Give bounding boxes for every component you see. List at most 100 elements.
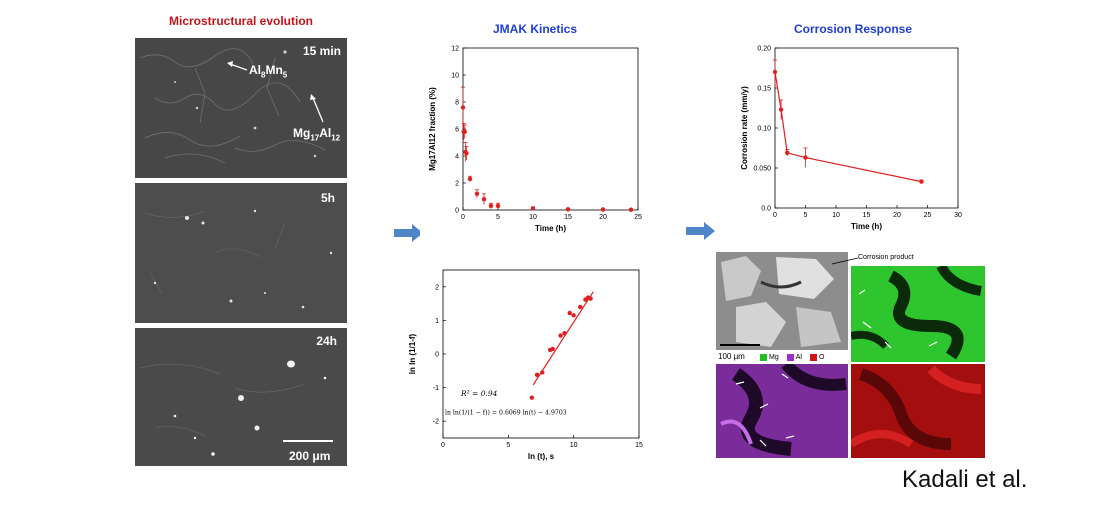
data-point [919, 179, 924, 184]
sem-time-label-5h: 5h [320, 191, 335, 205]
data-point [628, 207, 634, 212]
arrow-right-icon [394, 224, 423, 242]
almn-sub1: 8 [261, 70, 266, 80]
data-point [529, 395, 535, 400]
corrosion-chart: 0 5 10 15 20 25 30 0.0 0.050 0.10 0.15 0.20 Time (h)… [718, 38, 968, 243]
eds-sem-image [716, 252, 848, 350]
arrow-right-icon-2 [686, 222, 715, 240]
plot-frame [462, 47, 639, 211]
eds-legend: Mg Al O [760, 352, 824, 362]
y-tick-label: 0.20 [757, 46, 771, 53]
legend-o-swatch [809, 353, 817, 361]
legend-mg-label: Mg [769, 353, 779, 361]
sem-time-label-24h: 24h [316, 334, 337, 348]
data-point [462, 129, 467, 134]
plot-frame [774, 47, 959, 209]
phase-arrows [227, 61, 324, 123]
y-tick-label: 4 [455, 154, 459, 161]
sem-texture-24h [139, 360, 327, 456]
fit-equation: ln ln(1/(1 − f)) = 0.6069 ln(t) − 4.9703 [445, 409, 567, 416]
legend-mg: Mg [760, 353, 779, 361]
eds-al-map [716, 364, 848, 458]
eds-scale-bar-label: 100 μm [718, 352, 745, 361]
mgal-main: Mg [293, 126, 311, 140]
micro-title: Microstructural evolution [168, 14, 314, 28]
sem-image-24h: 24h 200 μm [135, 328, 347, 466]
data-point [588, 296, 593, 301]
x-tick-label: 0 [441, 442, 445, 449]
x-tick-label: 10 [529, 214, 537, 221]
mgal-sub1: 17 [310, 133, 320, 143]
sem-texture-5h [144, 209, 333, 309]
y-tick-label: 2 [455, 181, 459, 188]
data-point [571, 313, 576, 318]
sem-time-label-15min: 15 min [302, 44, 341, 58]
data-point [467, 176, 473, 182]
corrosion-product-label: Corrosion product [858, 254, 914, 261]
y-tick-label: -2 [433, 419, 439, 426]
y-tick-label: 10 [451, 73, 459, 80]
fit-line [532, 291, 594, 386]
corrosion-chart-svg: 0 5 10 15 20 25 30 0.0 0.050 0.10 0.15 0.20 Time (h)… [740, 46, 962, 232]
sem-image-5h: 5h [135, 183, 347, 323]
x-tick-label: 5 [804, 212, 808, 219]
x-tick-label: 25 [924, 212, 932, 219]
x-tick-label: 20 [893, 212, 901, 219]
legend-o-label: O [818, 353, 825, 361]
data-point [562, 330, 567, 336]
data-point [460, 105, 466, 110]
legend-al: Al [786, 353, 802, 361]
almn-phase-label: Al8Mn5 [249, 63, 287, 79]
eds-o-map [851, 364, 985, 458]
data-point [534, 372, 540, 378]
y-tick-label: 12 [451, 46, 459, 53]
jmak-linear-chart-svg: 0 5 10 15 -2 -1 0 1 2 ln (t), s ln ln (1/1-f) R² = … [408, 269, 643, 461]
x-tick-label: 0 [773, 212, 777, 219]
legend-mg-swatch [760, 353, 767, 361]
eds-al-texture [716, 364, 848, 458]
y-tick-label: 1 [435, 318, 439, 325]
data-point [495, 203, 501, 209]
data-point [565, 207, 571, 212]
data-point [803, 155, 808, 160]
x-tick-label: 15 [564, 214, 572, 221]
y-tick-label: 8 [455, 100, 459, 107]
series-line [774, 71, 922, 183]
x-tick-label: 10 [832, 212, 840, 219]
y-axis-label: ln ln (1/1-f) [408, 333, 417, 374]
mgal-sub2: 12 [331, 133, 341, 143]
corrosion-title: Corrosion Response [793, 22, 913, 36]
legend-al-label: Al [795, 353, 802, 361]
x-tick-label: 0 [461, 214, 465, 221]
x-tick-label: 5 [506, 442, 510, 449]
data-point [530, 206, 536, 211]
data-point [772, 69, 778, 75]
eds-mg-map [851, 266, 985, 362]
data-point [474, 191, 480, 196]
fraction-chart-svg: 0 5 10 15 20 25 0 2 4 6 8 10 12 Time (h) Mg17Al12 frac… [428, 46, 642, 234]
x-axis-label: Time (h) [851, 222, 882, 231]
data-point [481, 197, 487, 202]
x-tick-label: 25 [634, 214, 642, 221]
almn-mid: Mn [265, 63, 283, 77]
data-point [550, 346, 555, 352]
y-axis-label: Corrosion rate (mm/y) [740, 86, 749, 170]
y-tick-label: -1 [433, 385, 439, 392]
almn-sub2: 5 [282, 70, 288, 80]
x-tick-label: 15 [635, 442, 643, 449]
y-tick-label: 0.15 [757, 86, 771, 93]
eds-mg-texture [851, 266, 985, 362]
x-tick-label: 5 [496, 214, 500, 221]
legend-o: O [809, 353, 825, 361]
x-tick-label: 30 [954, 212, 962, 219]
x-tick-label: 10 [570, 442, 578, 449]
x-axis-label: Time (h) [535, 224, 566, 233]
data-point [488, 203, 494, 209]
scale-bar-label-200um: 200 μm [289, 449, 331, 463]
y-axis-label: Mg17Al12 fraction (%) [428, 87, 437, 171]
data-point [600, 207, 606, 212]
scale-bar-200um [283, 440, 333, 442]
credit-text: Kadali et al. [902, 466, 1028, 493]
sem-image-15min: 15 min Al8Mn5 Mg17Al12 [135, 38, 347, 178]
jmak-title: JMAK Kinetics [492, 22, 578, 36]
